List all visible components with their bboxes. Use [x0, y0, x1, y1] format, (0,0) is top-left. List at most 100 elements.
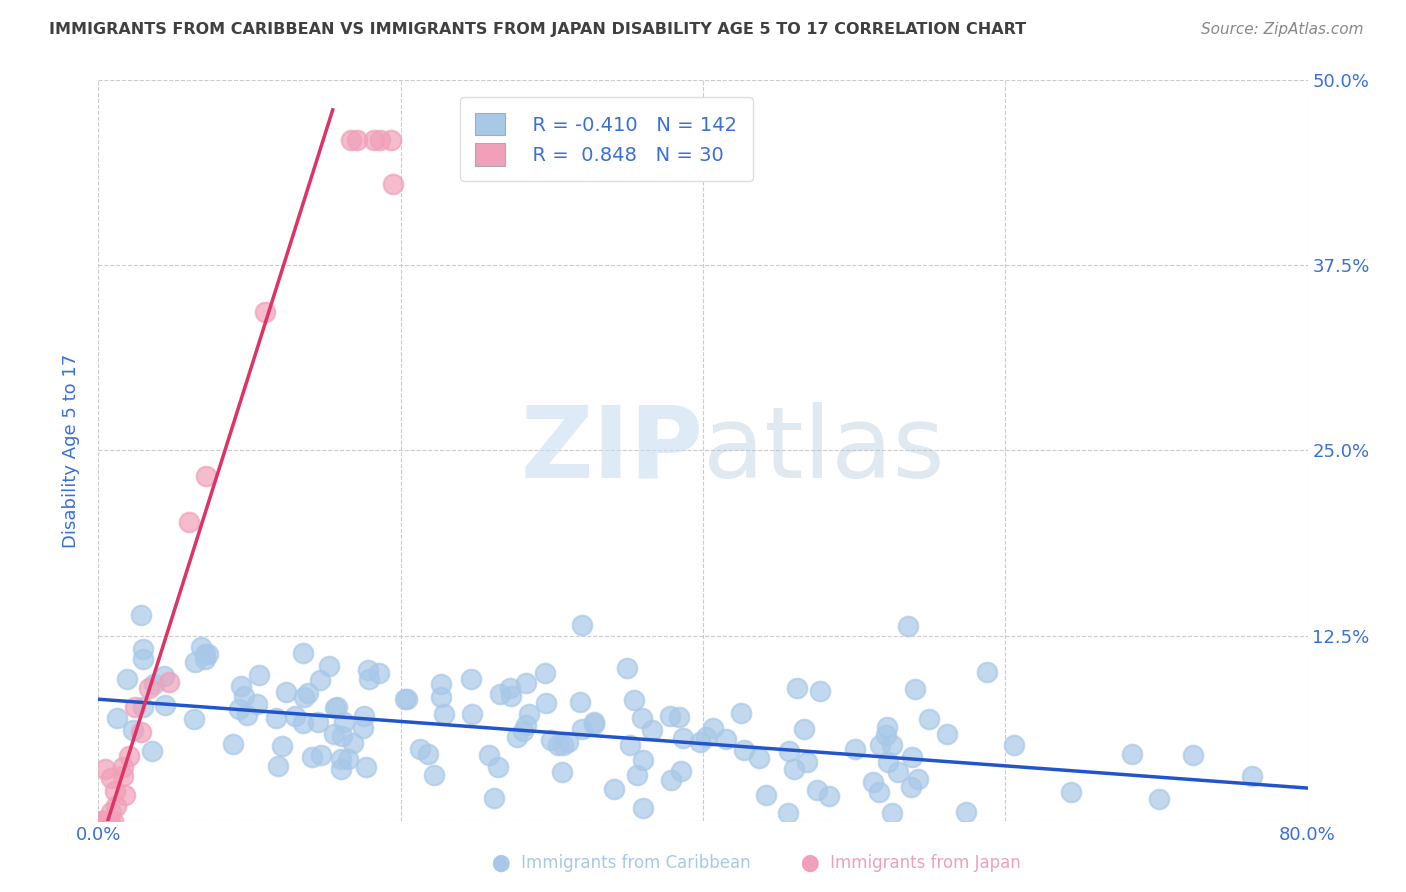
Point [183, 712, 205, 726]
Point [395, 691, 418, 706]
Point [793, 722, 815, 736]
Point [955, 805, 977, 819]
Point [551, 764, 574, 779]
Point [253, 305, 276, 319]
Point [633, 753, 655, 767]
Point [689, 735, 711, 749]
Point [326, 700, 349, 714]
Text: atlas: atlas [703, 402, 945, 499]
Point [323, 701, 346, 715]
Point [266, 759, 288, 773]
Legend:   R = -0.410   N = 142,   R =  0.848   N = 30: R = -0.410 N = 142, R = 0.848 N = 30 [460, 97, 752, 181]
Point [132, 652, 155, 666]
Point [247, 668, 270, 682]
Point [353, 708, 375, 723]
Point [422, 768, 444, 782]
Text: ⬤  Immigrants from Caribbean: ⬤ Immigrants from Caribbean [492, 855, 751, 872]
Point [357, 673, 380, 687]
Point [887, 764, 910, 779]
Point [100, 771, 122, 785]
Point [194, 651, 217, 665]
Point [568, 695, 591, 709]
Point [626, 767, 648, 781]
Point [153, 698, 176, 712]
Point [571, 723, 593, 737]
Point [342, 735, 364, 749]
Point [309, 747, 332, 762]
Point [603, 781, 626, 796]
Point [104, 783, 127, 797]
Point [433, 706, 456, 721]
Point [111, 769, 134, 783]
Point [547, 739, 569, 753]
Point [330, 763, 353, 777]
Point [197, 647, 219, 661]
Point [114, 788, 136, 802]
Point [159, 675, 181, 690]
Point [748, 751, 770, 765]
Point [394, 691, 416, 706]
Point [246, 697, 269, 711]
Point [94, 762, 117, 776]
Point [786, 681, 808, 696]
Point [105, 710, 128, 724]
Point [332, 714, 354, 729]
Point [346, 132, 368, 146]
Point [534, 665, 557, 680]
Point [416, 747, 439, 762]
Point [430, 690, 453, 705]
Point [194, 469, 217, 483]
Point [776, 806, 799, 821]
Point [669, 764, 692, 778]
Point [876, 721, 898, 735]
Point [918, 712, 941, 726]
Point [111, 760, 134, 774]
Point [702, 721, 724, 735]
Point [100, 805, 122, 819]
Point [1149, 792, 1171, 806]
Point [515, 717, 537, 731]
Point [222, 737, 245, 751]
Point [512, 723, 534, 738]
Point [368, 666, 391, 681]
Point [90, 814, 112, 828]
Point [1002, 739, 1025, 753]
Point [90, 814, 112, 828]
Point [101, 814, 124, 828]
Point [818, 789, 841, 804]
Point [231, 679, 253, 693]
Point [132, 700, 155, 714]
Point [808, 684, 831, 698]
Text: ZIP: ZIP [520, 402, 703, 499]
Point [1241, 769, 1264, 783]
Point [301, 749, 323, 764]
Point [179, 515, 201, 529]
Point [499, 681, 522, 695]
Text: IMMIGRANTS FROM CARIBBEAN VS IMMIGRANTS FROM JAPAN DISABILITY AGE 5 TO 17 CORREL: IMMIGRANTS FROM CARIBBEAN VS IMMIGRANTS … [49, 22, 1026, 37]
Point [138, 681, 160, 696]
Point [1181, 748, 1204, 763]
Point [882, 738, 904, 752]
Point [714, 731, 737, 746]
Point [976, 665, 998, 679]
Text: Source: ZipAtlas.com: Source: ZipAtlas.com [1201, 22, 1364, 37]
Point [489, 687, 512, 701]
Point [796, 755, 818, 769]
Point [616, 660, 638, 674]
Point [380, 132, 402, 146]
Point [330, 752, 353, 766]
Point [357, 663, 380, 677]
Point [122, 723, 145, 737]
Point [659, 772, 682, 787]
Point [93, 814, 115, 828]
Point [104, 799, 127, 814]
Point [98, 814, 121, 828]
Point [141, 744, 163, 758]
Point [429, 677, 451, 691]
Point [1060, 785, 1083, 799]
Point [783, 762, 806, 776]
Point [264, 711, 287, 725]
Point [806, 783, 828, 797]
Point [501, 690, 523, 704]
Point [124, 699, 146, 714]
